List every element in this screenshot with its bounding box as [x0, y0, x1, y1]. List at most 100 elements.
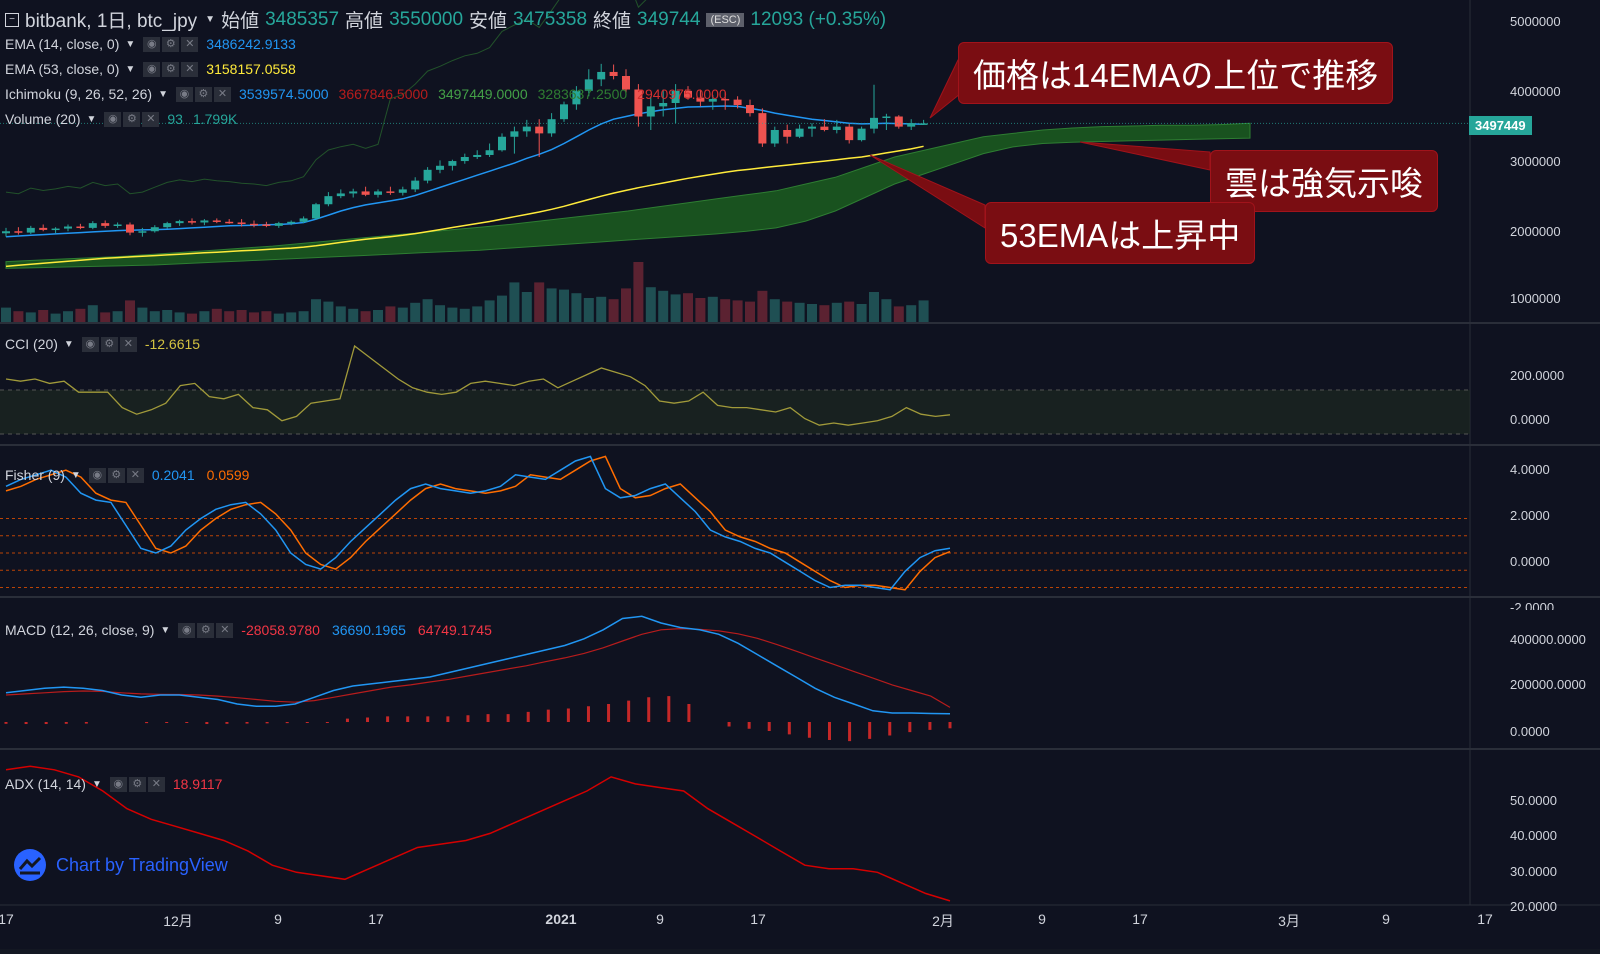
close-icon[interactable]: ✕	[181, 36, 199, 52]
date-label: 12月	[163, 913, 193, 929]
macd-histogram-bar	[727, 722, 731, 727]
indicator-controls[interactable]: ◉ ⚙ ✕	[88, 467, 144, 483]
candle	[845, 123, 854, 144]
macd-histogram-bar	[848, 722, 852, 742]
eye-icon[interactable]: ◉	[88, 467, 106, 483]
candle-body	[572, 90, 581, 105]
symbol-name[interactable]: bitbank, 1日, btc_jpy	[25, 11, 198, 32]
candle	[659, 89, 668, 117]
chevron-down-icon[interactable]: ▼	[158, 88, 168, 100]
chevron-down-icon[interactable]: ▼	[125, 38, 136, 50]
eye-icon[interactable]: ◉	[81, 336, 99, 352]
candle-body	[535, 126, 544, 134]
adx-label[interactable]: ADX (14, 14)	[5, 776, 86, 792]
gear-icon[interactable]: ⚙	[194, 86, 212, 102]
gear-icon[interactable]: ⚙	[197, 622, 215, 638]
close-icon[interactable]: ✕	[142, 111, 160, 127]
indicator-controls[interactable]: ◉ ⚙ ✕	[143, 36, 199, 52]
gear-icon[interactable]: ⚙	[162, 36, 180, 52]
cci-label[interactable]: CCI (20)	[5, 336, 58, 352]
candle	[150, 225, 159, 233]
indicator-controls[interactable]: ◉ ⚙ ✕	[175, 86, 231, 102]
fisher-label[interactable]: Fisher (9)	[5, 467, 65, 483]
eye-icon[interactable]: ◉	[104, 111, 122, 127]
eye-icon[interactable]: ◉	[143, 61, 161, 77]
close-icon[interactable]: ✕	[119, 336, 137, 352]
legend-macd[interactable]: MACD (12, 26, close, 9) ▼ ◉ ⚙ ✕ -28058.9780…	[5, 622, 492, 638]
tradingview-branding[interactable]: Chart by TradingView	[14, 849, 228, 881]
eye-icon[interactable]: ◉	[175, 86, 193, 102]
volume-bar	[893, 306, 904, 322]
close-icon[interactable]: ✕	[213, 86, 231, 102]
macd-axis-label: 400000.0000	[1510, 632, 1586, 647]
gear-icon[interactable]: ⚙	[162, 61, 180, 77]
annotation-ema14[interactable]: 価格は14EMAの上位で推移	[958, 42, 1394, 104]
indicator-controls[interactable]: ◉ ⚙ ✕	[104, 111, 160, 127]
close-icon[interactable]: ✕	[216, 622, 234, 638]
candle	[101, 220, 110, 228]
symbol-dropdown-icon[interactable]: ▼	[205, 14, 216, 25]
candle-body	[101, 223, 110, 226]
chevron-down-icon[interactable]: ▼	[125, 63, 136, 75]
candle	[919, 119, 928, 125]
volume-bar	[149, 311, 160, 322]
candle-body	[659, 103, 668, 107]
chevron-down-icon[interactable]: ▼	[91, 778, 102, 790]
candle	[597, 63, 606, 87]
annotation-cloud[interactable]: 雲は強気示唆	[1210, 150, 1438, 212]
candle	[708, 94, 717, 110]
price-axis-label: 1000000	[1510, 291, 1561, 306]
chevron-down-icon[interactable]: ▼	[70, 469, 81, 481]
volume-bar	[881, 299, 892, 322]
eye-icon[interactable]: ◉	[178, 622, 196, 638]
volume-bar	[608, 299, 619, 322]
tradingview-logo-icon[interactable]	[14, 849, 46, 881]
candle-body	[26, 227, 35, 233]
macd-histogram-bar	[627, 700, 631, 722]
branding-text[interactable]: Chart by TradingView	[56, 854, 228, 875]
legend-adx[interactable]: ADX (14, 14) ▼ ◉ ⚙ ✕ 18.9117	[5, 776, 222, 792]
legend-fisher[interactable]: Fisher (9) ▼ ◉ ⚙ ✕ 0.2041 0.0599	[5, 467, 249, 483]
gear-icon[interactable]: ⚙	[128, 776, 146, 792]
candle	[411, 177, 420, 193]
candle	[225, 219, 234, 224]
gear-icon[interactable]: ⚙	[107, 467, 125, 483]
candle-body	[907, 123, 916, 127]
annotation-ema53[interactable]: 53EMAは上昇中	[985, 202, 1256, 264]
volume-bar	[249, 312, 259, 322]
volume-label[interactable]: Volume (20)	[5, 111, 81, 127]
candle-body	[274, 223, 283, 226]
volume-bar	[621, 288, 631, 322]
candle	[696, 89, 705, 107]
eye-icon[interactable]: ◉	[143, 36, 161, 52]
eye-icon[interactable]: ◉	[109, 776, 127, 792]
gear-icon[interactable]: ⚙	[123, 111, 141, 127]
chevron-down-icon[interactable]: ▼	[63, 338, 74, 350]
legend-ema14[interactable]: EMA (14, close, 0) ▼ ◉ ⚙ ✕ 3486242.9133	[5, 36, 296, 52]
ichimoku-label[interactable]: Ichimoku (9, 26, 52, 26)	[5, 86, 153, 102]
candle	[361, 186, 370, 197]
ema53-label[interactable]: EMA (53, close, 0)	[5, 61, 120, 77]
chevron-down-icon[interactable]: ▼	[86, 113, 97, 125]
indicator-controls[interactable]: ◉ ⚙ ✕	[143, 61, 199, 77]
legend-cci[interactable]: CCI (20) ▼ ◉ ⚙ ✕ -12.6615	[5, 336, 200, 352]
ema14-label[interactable]: EMA (14, close, 0)	[5, 36, 120, 52]
gear-icon[interactable]: ⚙	[100, 336, 118, 352]
close-icon[interactable]: ✕	[181, 61, 199, 77]
indicator-controls[interactable]: ◉ ⚙ ✕	[109, 776, 165, 792]
close-icon[interactable]: ✕	[147, 776, 165, 792]
chevron-down-icon[interactable]: ▼	[160, 624, 171, 636]
collapse-icon[interactable]: −	[5, 12, 19, 27]
high-value: 3550000	[389, 8, 464, 30]
indicator-controls[interactable]: ◉ ⚙ ✕	[178, 622, 234, 638]
legend-ema53[interactable]: EMA (53, close, 0) ▼ ◉ ⚙ ✕ 3158157.0558	[5, 61, 296, 77]
close-icon[interactable]: ✕	[126, 467, 144, 483]
macd-label[interactable]: MACD (12, 26, close, 9)	[5, 622, 155, 638]
volume-bar	[38, 310, 49, 322]
indicator-controls[interactable]: ◉ ⚙ ✕	[81, 336, 137, 352]
legend-ichimoku[interactable]: Ichimoku (9, 26, 52, 26) ▼ ◉ ⚙ ✕ 3539574.50…	[5, 86, 727, 102]
legend-volume[interactable]: Volume (20) ▼ ◉ ⚙ ✕ 93 1.799K	[5, 111, 237, 127]
callout-pointer	[1079, 141, 1211, 171]
adx-axis-label: 20.0000	[1510, 899, 1557, 914]
price-axis-label: 3000000	[1510, 154, 1561, 169]
